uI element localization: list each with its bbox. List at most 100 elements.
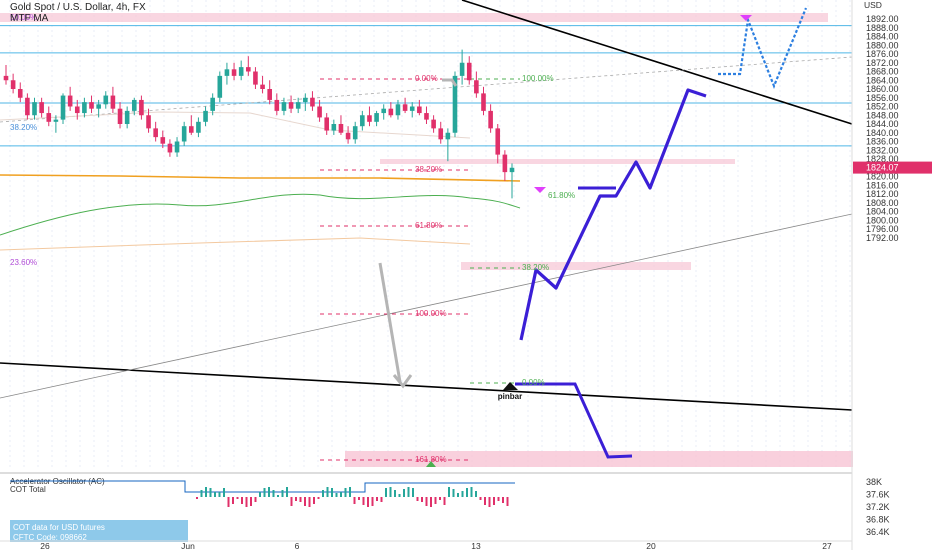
price-tick: 1872.00 [866,58,899,68]
osc-bar [412,488,414,497]
osc-tick: 36.4K [866,527,890,537]
candle-body [46,113,52,122]
candle-body [153,128,158,138]
candle-body [224,69,230,76]
osc-bar [223,488,225,497]
candle-body [502,154,508,173]
ma-faint [0,111,471,139]
inner-trendline [0,213,853,399]
osc-bar [434,497,437,504]
osc-bar [263,488,266,497]
osc-bar [340,492,342,497]
price-tick: 1860.00 [866,84,899,94]
candle-body [324,117,330,131]
price-tick: 1892.00 [866,14,899,24]
price-tick: 1792.00 [866,233,899,243]
osc-bar [268,487,270,497]
fib-top-100: 100.00% [522,74,554,83]
candle-body [481,93,486,111]
candle-body [117,108,123,124]
candle-body [445,132,451,140]
candle-body [131,99,137,111]
osc-bar [299,497,302,502]
candle-body [509,167,515,173]
osc-bar [245,497,248,507]
osc-bar [196,497,198,499]
osc-bar [349,487,351,497]
osc-bar [448,487,450,497]
fib-mid-61-right: 61.80% [548,191,575,200]
candle-body [82,102,87,114]
candle-body [295,102,301,109]
candle-body [474,80,479,94]
candle-body [274,99,280,111]
candle-body [32,102,37,116]
candle-body [253,71,258,85]
candle-body [402,104,408,111]
cot-info-line1: COT data for USD futures [13,523,105,532]
cot-info-line2: CFTC Code: 098662 [13,533,87,542]
candle-body [310,97,315,107]
candle-body [89,102,94,109]
osc-tick: 37.2K [866,502,890,512]
time-tick: Jun [181,541,195,550]
osc-bar [227,497,230,507]
price-tick: 1820.00 [866,172,899,182]
osc-bar [488,497,491,507]
osc-bar [479,497,482,500]
candle-body [196,121,201,133]
candle-body [67,95,73,107]
trend-lines [0,0,853,474]
channel-top-dashed [0,56,853,123]
time-tick: 26 [40,541,50,550]
candle-body [395,104,401,116]
candle-body [210,97,215,111]
osc-bar [367,497,369,507]
candle-body [417,106,422,114]
candle-body [367,115,372,122]
fib-mid-38: 38.20% [415,165,442,174]
price-tick: 1880.00 [866,40,899,50]
last-price-badge [853,161,932,174]
projection-dotted [718,7,808,89]
candle-body [381,108,387,114]
candle-body [231,69,237,76]
candle-body [160,137,166,144]
osc-bar [241,497,243,504]
osc-bar [376,497,378,501]
osc-bar [250,497,252,506]
candle-body [424,113,429,120]
indicator-title: MTF MA [10,13,49,24]
osc-bar [218,492,221,497]
cot-step-line [10,480,515,493]
osc-bar [290,497,293,506]
osc-tick: 38K [866,477,882,487]
candle-body [281,102,287,111]
osc-bar [295,497,297,501]
fib-bottom-0: 0.00% [522,378,545,387]
price-tick: 1864.00 [866,75,899,85]
candle-body [60,95,66,120]
candle-body [39,102,44,114]
candle-body [352,126,358,140]
time-tick: 6 [295,541,300,550]
candle-body [188,126,194,133]
osc-tick: 36.8K [866,515,890,525]
osc-bar [254,497,257,502]
osc-bar [286,487,288,497]
candle-body [374,113,379,122]
price-tick: 1828.00 [866,154,899,164]
zone-161 [345,451,853,467]
candles [3,49,515,199]
fib-mid-61: 61.80% [415,221,442,230]
price-tick: 1800.00 [866,215,899,225]
price-tick: 1812.00 [866,189,899,199]
osc-bar [461,491,464,497]
grey-arrow-top [442,78,458,87]
candle-body [246,67,251,72]
magenta-marker-top [740,15,752,21]
zone-38 [380,159,735,164]
osc-bar [200,490,203,497]
